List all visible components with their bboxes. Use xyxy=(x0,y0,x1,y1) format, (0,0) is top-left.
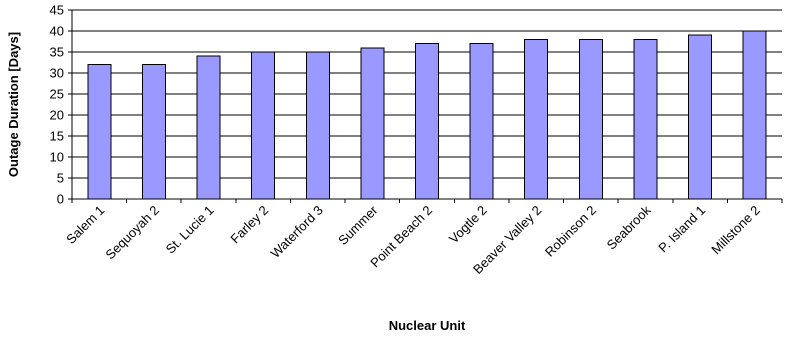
x-tick-label: Millstone 2 xyxy=(708,203,763,258)
y-tick-label: 25 xyxy=(50,87,64,102)
x-tick-label: Waterford 3 xyxy=(268,203,326,261)
y-tick-label: 15 xyxy=(50,129,64,144)
bar xyxy=(141,64,166,200)
bar xyxy=(578,38,603,200)
bar xyxy=(688,34,713,200)
x-tick-label: Seabrook xyxy=(604,202,654,252)
y-tick-label: 10 xyxy=(50,150,64,165)
y-tick-labels: 0 5 10 15 20 25 30 35 40 45 xyxy=(50,3,64,207)
bar xyxy=(524,38,549,200)
y-axis-title: Outage Duration [Days] xyxy=(6,32,21,177)
bar xyxy=(633,38,658,200)
axes xyxy=(68,9,783,203)
bar xyxy=(87,64,112,200)
bar xyxy=(469,43,494,200)
y-tick-label: 0 xyxy=(57,192,64,207)
y-tick-label: 40 xyxy=(50,24,64,39)
bar xyxy=(196,55,221,200)
x-tick-label: Vogtle 2 xyxy=(446,203,490,247)
bar xyxy=(742,30,767,200)
bar xyxy=(415,43,439,200)
y-tick-label: 35 xyxy=(50,45,64,60)
bar xyxy=(360,47,385,200)
x-axis-title: Nuclear Unit xyxy=(389,318,466,333)
x-tick-label: Summer xyxy=(335,202,381,248)
bar xyxy=(251,51,276,200)
x-tick-label: St. Lucie 1 xyxy=(163,203,217,257)
y-tick-label: 45 xyxy=(50,3,64,18)
y-tick-label: 5 xyxy=(57,171,64,186)
x-tick-label: P. Island 1 xyxy=(655,203,708,256)
y-tick-label: 30 xyxy=(50,66,64,81)
x-tick-label: Farley 2 xyxy=(227,203,271,247)
x-tick-label: Robinson 2 xyxy=(542,203,599,260)
bars xyxy=(87,30,767,200)
bar xyxy=(305,51,330,200)
y-tick-label: 20 xyxy=(50,108,64,123)
x-tick-label: Sequoyah 2 xyxy=(102,203,162,263)
x-tick-label: Salem 1 xyxy=(63,203,107,247)
